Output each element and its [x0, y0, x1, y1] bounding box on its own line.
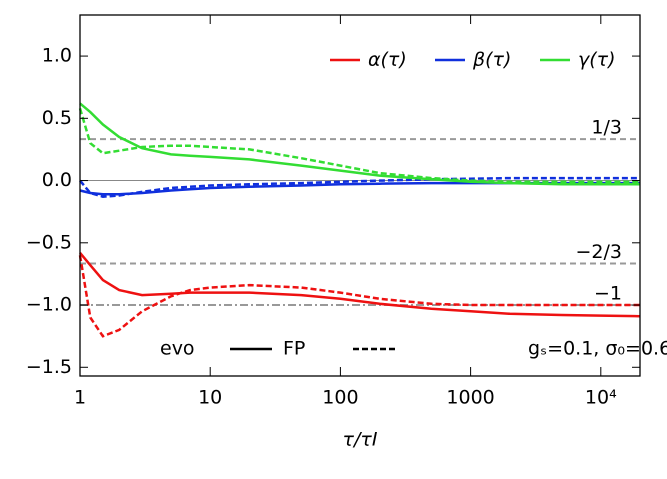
- style-legend-label: evo: [160, 338, 195, 360]
- y-tick-label: −0.5: [26, 231, 72, 253]
- x-axis-label: τ/τI: [343, 429, 378, 451]
- x-tick-label: 1000: [446, 387, 494, 409]
- y-tick-label: −1.0: [26, 294, 72, 316]
- legend-label: γ(τ): [578, 49, 616, 71]
- reference-label: −1: [594, 283, 622, 305]
- plot-frame: [79, 14, 641, 377]
- x-tick-label: 10⁴: [585, 387, 617, 409]
- x-tick-label: 100: [322, 387, 358, 409]
- legend-label: β(τ): [472, 49, 511, 71]
- y-tick-label: −1.5: [26, 356, 72, 378]
- x-tick-label: 1: [74, 387, 86, 409]
- legend-label: α(τ): [368, 49, 407, 71]
- style-legend-label: FP: [283, 338, 305, 360]
- reference-label: 1/3: [591, 117, 622, 139]
- y-tick-label: 0.0: [42, 169, 72, 191]
- series-line: [79, 102, 640, 186]
- x-tick-label: 10: [198, 387, 222, 409]
- reference-label: −2/3: [576, 241, 623, 263]
- series-line: [78, 255, 640, 338]
- y-tick-label: 0.5: [42, 107, 72, 129]
- series-line: [79, 176, 640, 198]
- y-tick-label: 1.0: [42, 45, 72, 67]
- annotation: gₛ=0.1, σ₀=0.6: [528, 338, 667, 360]
- series-line: [78, 108, 640, 184]
- series-line: [79, 252, 641, 318]
